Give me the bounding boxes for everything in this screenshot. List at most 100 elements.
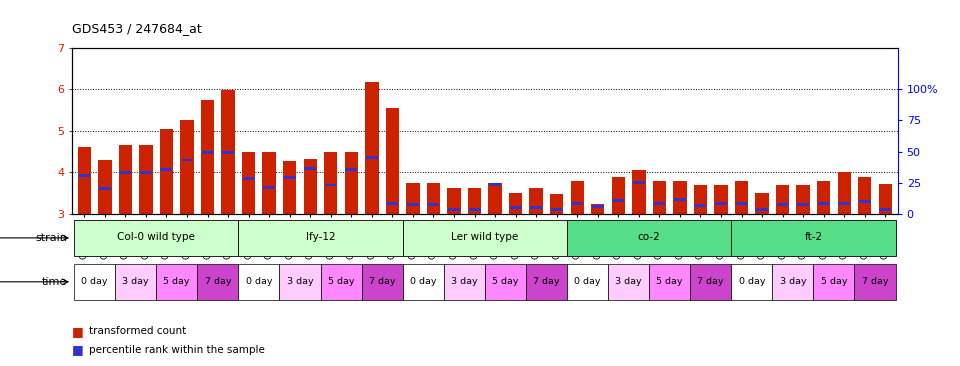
Bar	[427, 203, 440, 206]
Bar	[321, 264, 362, 300]
Bar	[571, 202, 584, 205]
Bar	[837, 172, 851, 214]
Bar	[238, 220, 402, 256]
Bar	[119, 145, 132, 214]
Bar	[509, 193, 522, 214]
Bar	[346, 168, 357, 171]
Bar	[690, 264, 732, 300]
Bar	[159, 129, 173, 214]
Bar	[324, 152, 338, 214]
Bar	[776, 185, 789, 214]
Bar	[201, 100, 214, 214]
Text: 7 day: 7 day	[204, 277, 231, 285]
Bar	[633, 182, 645, 184]
Bar	[526, 264, 567, 300]
Text: 7 day: 7 day	[369, 277, 396, 285]
Bar	[119, 171, 132, 174]
Bar	[222, 151, 234, 154]
Bar	[181, 158, 193, 161]
Text: 0 day: 0 day	[82, 277, 108, 285]
Bar	[797, 185, 810, 214]
Text: percentile rank within the sample: percentile rank within the sample	[89, 344, 265, 355]
Bar	[448, 209, 460, 212]
Text: strain: strain	[36, 233, 67, 243]
Text: lfy-12: lfy-12	[305, 232, 335, 242]
Bar	[98, 160, 111, 214]
Bar	[386, 108, 399, 214]
Bar	[530, 188, 542, 214]
Bar	[222, 90, 235, 214]
Bar	[732, 220, 896, 256]
Bar	[756, 193, 769, 214]
Bar	[530, 206, 542, 209]
Bar	[859, 200, 871, 203]
Text: GDS453 / 247684_at: GDS453 / 247684_at	[72, 22, 202, 35]
Bar	[279, 264, 321, 300]
Bar	[714, 185, 728, 214]
Bar	[591, 204, 605, 214]
Bar	[567, 264, 608, 300]
Bar	[262, 152, 276, 214]
Bar	[756, 209, 768, 212]
Text: 0 day: 0 day	[246, 277, 272, 285]
Bar	[447, 188, 461, 214]
Bar	[818, 202, 829, 205]
Text: Ler wild type: Ler wild type	[451, 232, 518, 242]
Bar	[489, 183, 502, 214]
Bar	[139, 145, 153, 214]
Bar	[365, 82, 378, 214]
Bar	[813, 264, 854, 300]
Bar	[858, 178, 872, 214]
Bar	[773, 264, 813, 300]
Bar	[284, 176, 296, 179]
Text: 5 day: 5 day	[163, 277, 190, 285]
Text: time: time	[42, 277, 67, 287]
Bar	[878, 184, 892, 214]
Bar	[608, 264, 649, 300]
Bar	[283, 161, 297, 214]
Text: 0 day: 0 day	[574, 277, 601, 285]
Bar	[732, 264, 773, 300]
Text: Col-0 wild type: Col-0 wild type	[117, 232, 195, 242]
Bar	[406, 183, 420, 214]
Bar	[567, 220, 732, 256]
Bar	[160, 168, 173, 171]
Bar	[197, 264, 238, 300]
Text: 7 day: 7 day	[698, 277, 724, 285]
Bar	[303, 159, 317, 214]
Bar	[202, 151, 213, 154]
Bar	[734, 181, 748, 214]
Bar	[591, 205, 604, 208]
Bar	[838, 202, 851, 205]
Text: 7 day: 7 day	[862, 277, 888, 285]
Bar	[715, 202, 727, 205]
Bar	[653, 181, 666, 214]
Bar	[345, 152, 358, 214]
Bar	[632, 171, 645, 214]
Bar	[402, 264, 444, 300]
Bar	[673, 181, 686, 214]
Bar	[74, 220, 238, 256]
Bar	[649, 264, 690, 300]
Bar	[427, 183, 440, 214]
Bar	[468, 188, 481, 214]
Bar	[366, 156, 378, 159]
Bar	[854, 264, 896, 300]
Bar	[674, 198, 685, 201]
Bar	[362, 264, 402, 300]
Bar	[242, 152, 255, 214]
Bar	[156, 264, 197, 300]
Bar	[238, 264, 279, 300]
Bar	[489, 183, 501, 186]
Bar	[468, 209, 481, 212]
Bar	[78, 147, 91, 214]
Bar	[817, 181, 830, 214]
Bar	[444, 264, 485, 300]
Bar	[879, 209, 891, 212]
Bar	[735, 202, 748, 205]
Text: 3 day: 3 day	[451, 277, 477, 285]
Text: 3 day: 3 day	[122, 277, 149, 285]
Bar	[797, 203, 809, 206]
Text: ft-2: ft-2	[804, 232, 823, 242]
Bar	[777, 203, 788, 206]
